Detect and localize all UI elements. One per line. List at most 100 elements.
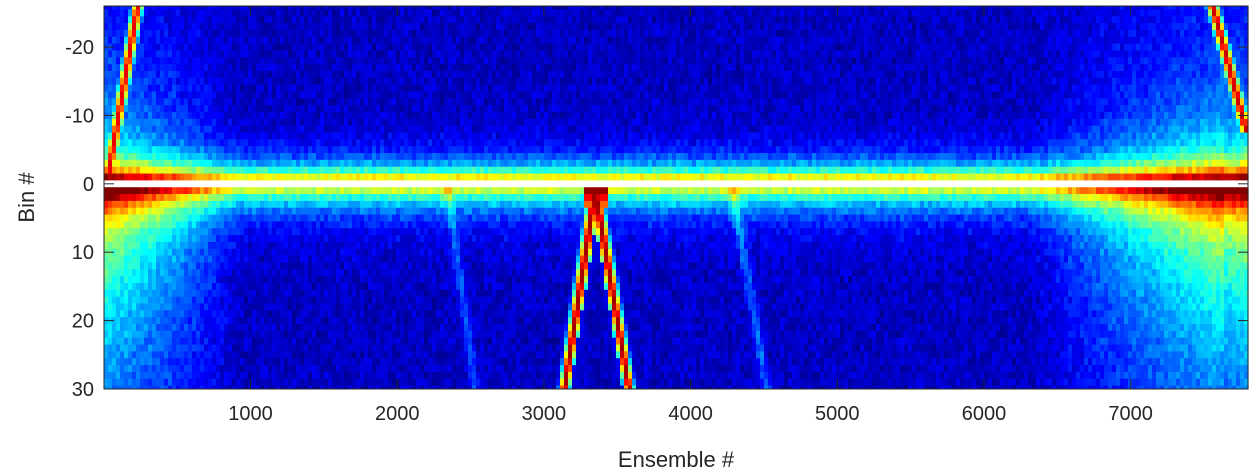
heatmap-cell xyxy=(180,85,185,92)
heatmap-cell xyxy=(1204,37,1209,44)
heatmap-cell xyxy=(664,98,669,105)
heatmap-cell xyxy=(1148,23,1153,30)
heatmap-cell xyxy=(1136,112,1141,119)
heatmap-cell xyxy=(464,30,469,37)
heatmap-cell xyxy=(144,105,149,112)
heatmap-cell xyxy=(1016,37,1021,44)
heatmap-cell xyxy=(612,9,617,16)
heatmap-cell xyxy=(192,71,197,78)
heatmap-cell xyxy=(332,9,337,16)
heatmap-cell xyxy=(512,78,517,85)
heatmap-cell xyxy=(120,9,125,16)
heatmap-cell xyxy=(692,44,697,51)
heatmap-cell xyxy=(1060,50,1065,57)
heatmap-cell xyxy=(576,9,581,16)
heatmap-cell xyxy=(348,6,353,10)
heatmap-cell xyxy=(1048,105,1053,112)
heatmap-cell xyxy=(276,71,281,78)
heatmap-cell xyxy=(248,30,253,37)
heatmap-cell xyxy=(1080,50,1085,57)
heatmap-cell xyxy=(308,37,313,44)
heatmap-cell xyxy=(1100,78,1105,85)
heatmap-cell xyxy=(728,16,733,23)
heatmap-cell xyxy=(144,23,149,30)
heatmap-cell xyxy=(1112,112,1117,119)
heatmap-cell xyxy=(740,71,745,78)
heatmap-cell xyxy=(700,16,705,23)
heatmap-cell xyxy=(1196,23,1201,30)
heatmap-cell xyxy=(764,16,769,23)
heatmap-cell xyxy=(564,105,569,112)
heatmap-cell xyxy=(512,112,517,119)
heatmap-cell xyxy=(164,6,169,10)
heatmap-cell xyxy=(556,23,561,30)
heatmap-cell xyxy=(380,71,385,78)
heatmap-cell xyxy=(848,16,853,23)
heatmap-cell xyxy=(980,44,985,51)
heatmap-cell xyxy=(408,57,413,64)
heatmap-cell xyxy=(796,105,801,112)
heatmap-cell xyxy=(264,105,269,112)
heatmap-cell xyxy=(632,105,637,112)
heatmap-cell xyxy=(552,30,557,37)
heatmap-row xyxy=(104,71,1249,78)
heatmap-row xyxy=(104,91,1249,98)
heatmap-cell xyxy=(172,91,177,98)
heatmap-cell xyxy=(820,85,825,92)
heatmap-cell xyxy=(1064,44,1069,51)
heatmap-cell xyxy=(432,6,437,10)
heatmap-cell xyxy=(612,44,617,51)
heatmap-cell xyxy=(924,9,929,16)
heatmap-cell xyxy=(432,105,437,112)
heatmap-cell xyxy=(648,6,653,10)
heatmap-cell xyxy=(800,112,805,119)
heatmap-cell xyxy=(988,78,993,85)
heatmap-cell xyxy=(412,44,417,51)
heatmap-cell xyxy=(1180,105,1185,112)
heatmap-cell xyxy=(312,91,317,98)
heatmap-cell xyxy=(1220,9,1225,16)
heatmap-cell xyxy=(400,6,405,10)
heatmap-cell xyxy=(960,16,965,23)
heatmap-cell xyxy=(500,71,505,78)
heatmap-cell xyxy=(616,37,621,44)
heatmap-cell xyxy=(1092,37,1097,44)
heatmap-cell xyxy=(748,44,753,51)
heatmap-cell xyxy=(884,78,889,85)
heatmap-cell xyxy=(1096,6,1101,10)
heatmap-cell xyxy=(112,37,117,44)
heatmap-cell xyxy=(1076,23,1081,30)
heatmap-cell xyxy=(104,57,109,64)
heatmap-cell xyxy=(688,44,693,51)
heatmap-cell xyxy=(424,98,429,105)
heatmap-cell xyxy=(1216,64,1221,71)
heatmap-cell xyxy=(1012,91,1017,98)
heatmap-cell xyxy=(692,112,697,119)
heatmap-cell xyxy=(628,78,633,85)
heatmap-cell xyxy=(424,112,429,119)
heatmap-cell xyxy=(324,119,329,126)
heatmap-cell xyxy=(676,112,681,119)
heatmap-cell xyxy=(612,91,617,98)
heatmap-cell xyxy=(900,85,905,92)
heatmap-cell xyxy=(604,78,609,85)
heatmap-cell xyxy=(220,44,225,51)
heatmap-cell xyxy=(820,78,825,85)
heatmap-cell xyxy=(872,50,877,57)
heatmap-cell xyxy=(140,16,145,23)
heatmap-cell xyxy=(1012,9,1017,16)
heatmap-cell xyxy=(304,78,309,85)
heatmap-cell xyxy=(460,57,465,64)
heatmap-cell xyxy=(1000,6,1005,10)
heatmap-cell xyxy=(240,16,245,23)
heatmap-cell xyxy=(932,71,937,78)
heatmap-cell xyxy=(520,37,525,44)
heatmap-cell xyxy=(1076,37,1081,44)
heatmap-cell xyxy=(548,16,553,23)
heatmap-cell xyxy=(896,78,901,85)
heatmap-cell xyxy=(616,64,621,71)
heatmap-cell xyxy=(1128,64,1133,71)
heatmap-cell xyxy=(244,71,249,78)
heatmap-cell xyxy=(1184,37,1189,44)
heatmap-cell xyxy=(676,91,681,98)
